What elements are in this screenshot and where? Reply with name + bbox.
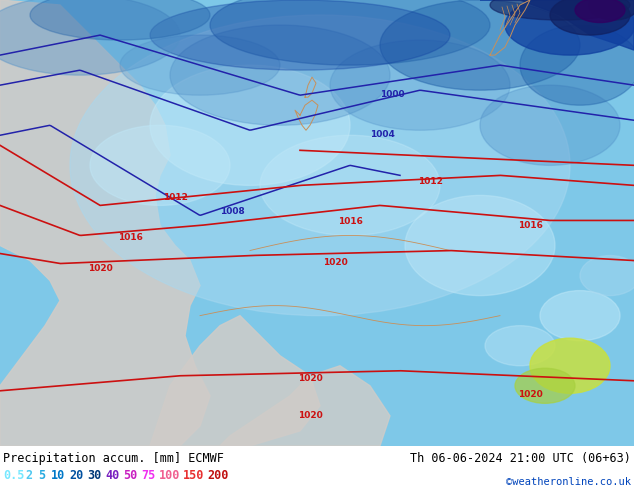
Polygon shape	[220, 366, 390, 446]
Ellipse shape	[520, 25, 634, 105]
Ellipse shape	[150, 0, 450, 70]
Ellipse shape	[150, 65, 350, 185]
Ellipse shape	[70, 15, 570, 316]
Text: 1016: 1016	[117, 233, 143, 243]
Text: ©weatheronline.co.uk: ©weatheronline.co.uk	[506, 477, 631, 487]
Ellipse shape	[550, 0, 630, 35]
Text: 150: 150	[183, 469, 204, 483]
Text: 10: 10	[51, 469, 65, 483]
Ellipse shape	[530, 338, 610, 393]
Ellipse shape	[210, 0, 490, 65]
Ellipse shape	[260, 135, 440, 236]
Ellipse shape	[540, 291, 620, 341]
Text: 1008: 1008	[220, 207, 245, 217]
Ellipse shape	[575, 0, 625, 23]
Text: 1020: 1020	[517, 390, 542, 399]
Text: 1012: 1012	[418, 177, 443, 186]
Text: 1020: 1020	[87, 264, 112, 272]
Text: 200: 200	[207, 469, 228, 483]
Ellipse shape	[490, 0, 630, 20]
Text: 20: 20	[69, 469, 83, 483]
Polygon shape	[150, 316, 320, 446]
Polygon shape	[0, 0, 210, 446]
Ellipse shape	[515, 368, 575, 403]
Ellipse shape	[330, 40, 510, 130]
Text: 5: 5	[38, 469, 45, 483]
Ellipse shape	[170, 25, 390, 125]
Text: 1012: 1012	[162, 194, 188, 202]
Text: 1016: 1016	[337, 218, 363, 226]
Ellipse shape	[0, 0, 180, 75]
Ellipse shape	[480, 85, 620, 165]
Text: 75: 75	[141, 469, 155, 483]
Text: Precipitation accum. [mm] ECMWF: Precipitation accum. [mm] ECMWF	[3, 452, 224, 465]
Text: 1020: 1020	[297, 411, 322, 420]
Ellipse shape	[505, 0, 634, 55]
Polygon shape	[480, 0, 634, 50]
Ellipse shape	[30, 0, 210, 40]
Text: 40: 40	[105, 469, 119, 483]
Ellipse shape	[580, 255, 634, 295]
Ellipse shape	[485, 326, 555, 366]
Text: 1004: 1004	[370, 130, 395, 139]
Ellipse shape	[120, 35, 280, 95]
Text: 0.5: 0.5	[3, 469, 24, 483]
Text: 100: 100	[159, 469, 181, 483]
Text: 1020: 1020	[297, 374, 322, 383]
Text: 1000: 1000	[380, 90, 404, 99]
Text: 1016: 1016	[517, 221, 543, 230]
Text: Th 06-06-2024 21:00 UTC (06+63): Th 06-06-2024 21:00 UTC (06+63)	[410, 452, 631, 465]
Ellipse shape	[380, 0, 580, 90]
Text: 1020: 1020	[323, 258, 347, 267]
Ellipse shape	[90, 125, 230, 205]
Ellipse shape	[405, 196, 555, 295]
Text: 50: 50	[123, 469, 137, 483]
Text: 2: 2	[25, 469, 32, 483]
Text: 30: 30	[87, 469, 101, 483]
Ellipse shape	[589, 0, 634, 20]
